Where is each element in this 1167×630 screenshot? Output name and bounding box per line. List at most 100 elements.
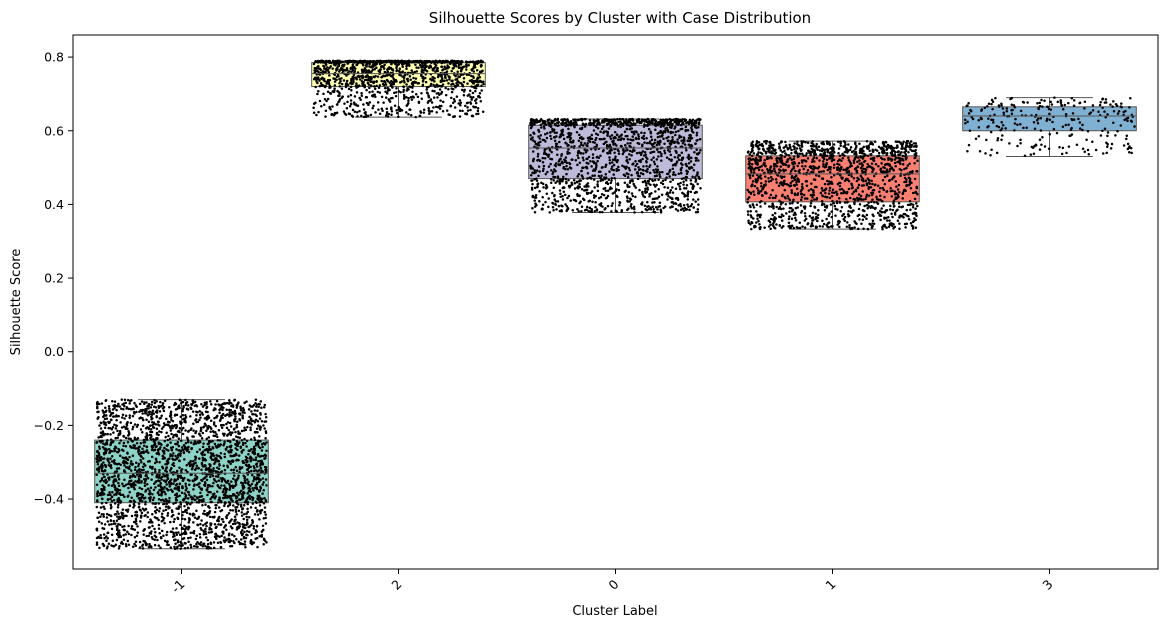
data-point bbox=[109, 413, 113, 416]
data-point bbox=[424, 76, 427, 80]
data-point bbox=[430, 110, 434, 113]
data-point bbox=[101, 445, 105, 449]
data-point bbox=[212, 516, 216, 519]
data-point bbox=[563, 158, 566, 161]
data-point bbox=[133, 438, 137, 441]
data-point bbox=[542, 164, 546, 168]
data-point bbox=[671, 118, 675, 122]
data-point bbox=[417, 61, 421, 64]
data-point bbox=[595, 209, 599, 212]
data-point bbox=[146, 404, 149, 408]
data-point bbox=[229, 433, 233, 437]
data-point bbox=[261, 492, 264, 495]
data-point bbox=[610, 204, 614, 208]
data-point bbox=[242, 537, 246, 540]
data-point bbox=[378, 84, 382, 87]
data-point bbox=[203, 422, 207, 425]
data-point bbox=[113, 474, 116, 478]
data-point bbox=[433, 85, 437, 88]
data-point bbox=[207, 424, 210, 428]
data-point bbox=[350, 70, 353, 74]
data-point bbox=[225, 516, 228, 520]
data-point bbox=[669, 180, 672, 184]
data-point bbox=[230, 518, 233, 521]
data-point bbox=[237, 509, 241, 513]
data-point bbox=[417, 66, 420, 70]
data-point bbox=[109, 519, 113, 523]
data-point bbox=[101, 409, 104, 412]
data-point bbox=[588, 199, 592, 203]
data-point bbox=[146, 414, 150, 417]
data-point bbox=[410, 69, 413, 72]
data-point bbox=[459, 82, 463, 85]
data-point bbox=[478, 91, 482, 95]
data-point bbox=[246, 468, 249, 471]
data-point bbox=[314, 85, 317, 89]
data-point bbox=[113, 449, 116, 453]
data-point bbox=[134, 465, 137, 469]
data-point bbox=[315, 66, 319, 69]
data-point bbox=[368, 91, 371, 94]
data-point bbox=[143, 401, 146, 404]
data-point bbox=[179, 415, 183, 418]
data-point bbox=[195, 464, 199, 467]
data-point bbox=[109, 418, 113, 422]
data-point bbox=[610, 210, 613, 213]
data-point bbox=[158, 479, 161, 483]
data-point bbox=[174, 531, 178, 535]
data-point bbox=[643, 123, 646, 126]
data-point bbox=[200, 437, 204, 440]
data-point bbox=[189, 428, 192, 432]
data-point bbox=[405, 67, 408, 71]
data-point bbox=[437, 91, 440, 95]
data-point bbox=[151, 417, 154, 420]
data-point bbox=[158, 468, 161, 472]
data-point bbox=[644, 184, 648, 187]
data-point bbox=[95, 529, 99, 532]
data-point bbox=[177, 405, 180, 409]
data-point bbox=[192, 513, 196, 516]
data-point bbox=[464, 63, 468, 67]
data-point bbox=[182, 426, 185, 430]
data-point bbox=[462, 80, 466, 84]
data-point bbox=[144, 542, 148, 545]
data-point bbox=[617, 120, 620, 124]
data-point bbox=[209, 500, 212, 504]
data-point bbox=[198, 432, 201, 435]
data-point bbox=[130, 527, 133, 530]
data-point bbox=[137, 469, 140, 472]
data-point bbox=[577, 173, 581, 176]
data-point bbox=[658, 175, 662, 179]
data-point bbox=[474, 89, 477, 93]
box-0 bbox=[528, 124, 703, 180]
data-point bbox=[260, 497, 264, 501]
data-point bbox=[191, 410, 195, 413]
data-point bbox=[223, 504, 226, 508]
data-point bbox=[326, 97, 330, 101]
data-point bbox=[102, 544, 106, 547]
data-point bbox=[671, 163, 675, 167]
data-point bbox=[647, 127, 651, 131]
data-point bbox=[342, 110, 346, 113]
data-point bbox=[217, 443, 220, 446]
data-point bbox=[591, 153, 595, 156]
data-point bbox=[256, 470, 259, 473]
data-point bbox=[173, 401, 177, 405]
data-point bbox=[154, 480, 157, 484]
data-point bbox=[653, 122, 656, 126]
data-point bbox=[175, 457, 179, 460]
data-point bbox=[369, 77, 373, 81]
data-point bbox=[154, 486, 157, 489]
data-point bbox=[225, 538, 228, 541]
data-point bbox=[128, 504, 132, 508]
data-point bbox=[100, 502, 104, 505]
data-point bbox=[394, 91, 398, 94]
data-point bbox=[95, 541, 99, 544]
data-point bbox=[144, 500, 147, 503]
data-point bbox=[237, 430, 240, 433]
data-point bbox=[406, 59, 410, 63]
data-point bbox=[367, 103, 370, 107]
data-point bbox=[652, 169, 655, 172]
data-point bbox=[632, 132, 636, 136]
data-point bbox=[183, 524, 186, 528]
